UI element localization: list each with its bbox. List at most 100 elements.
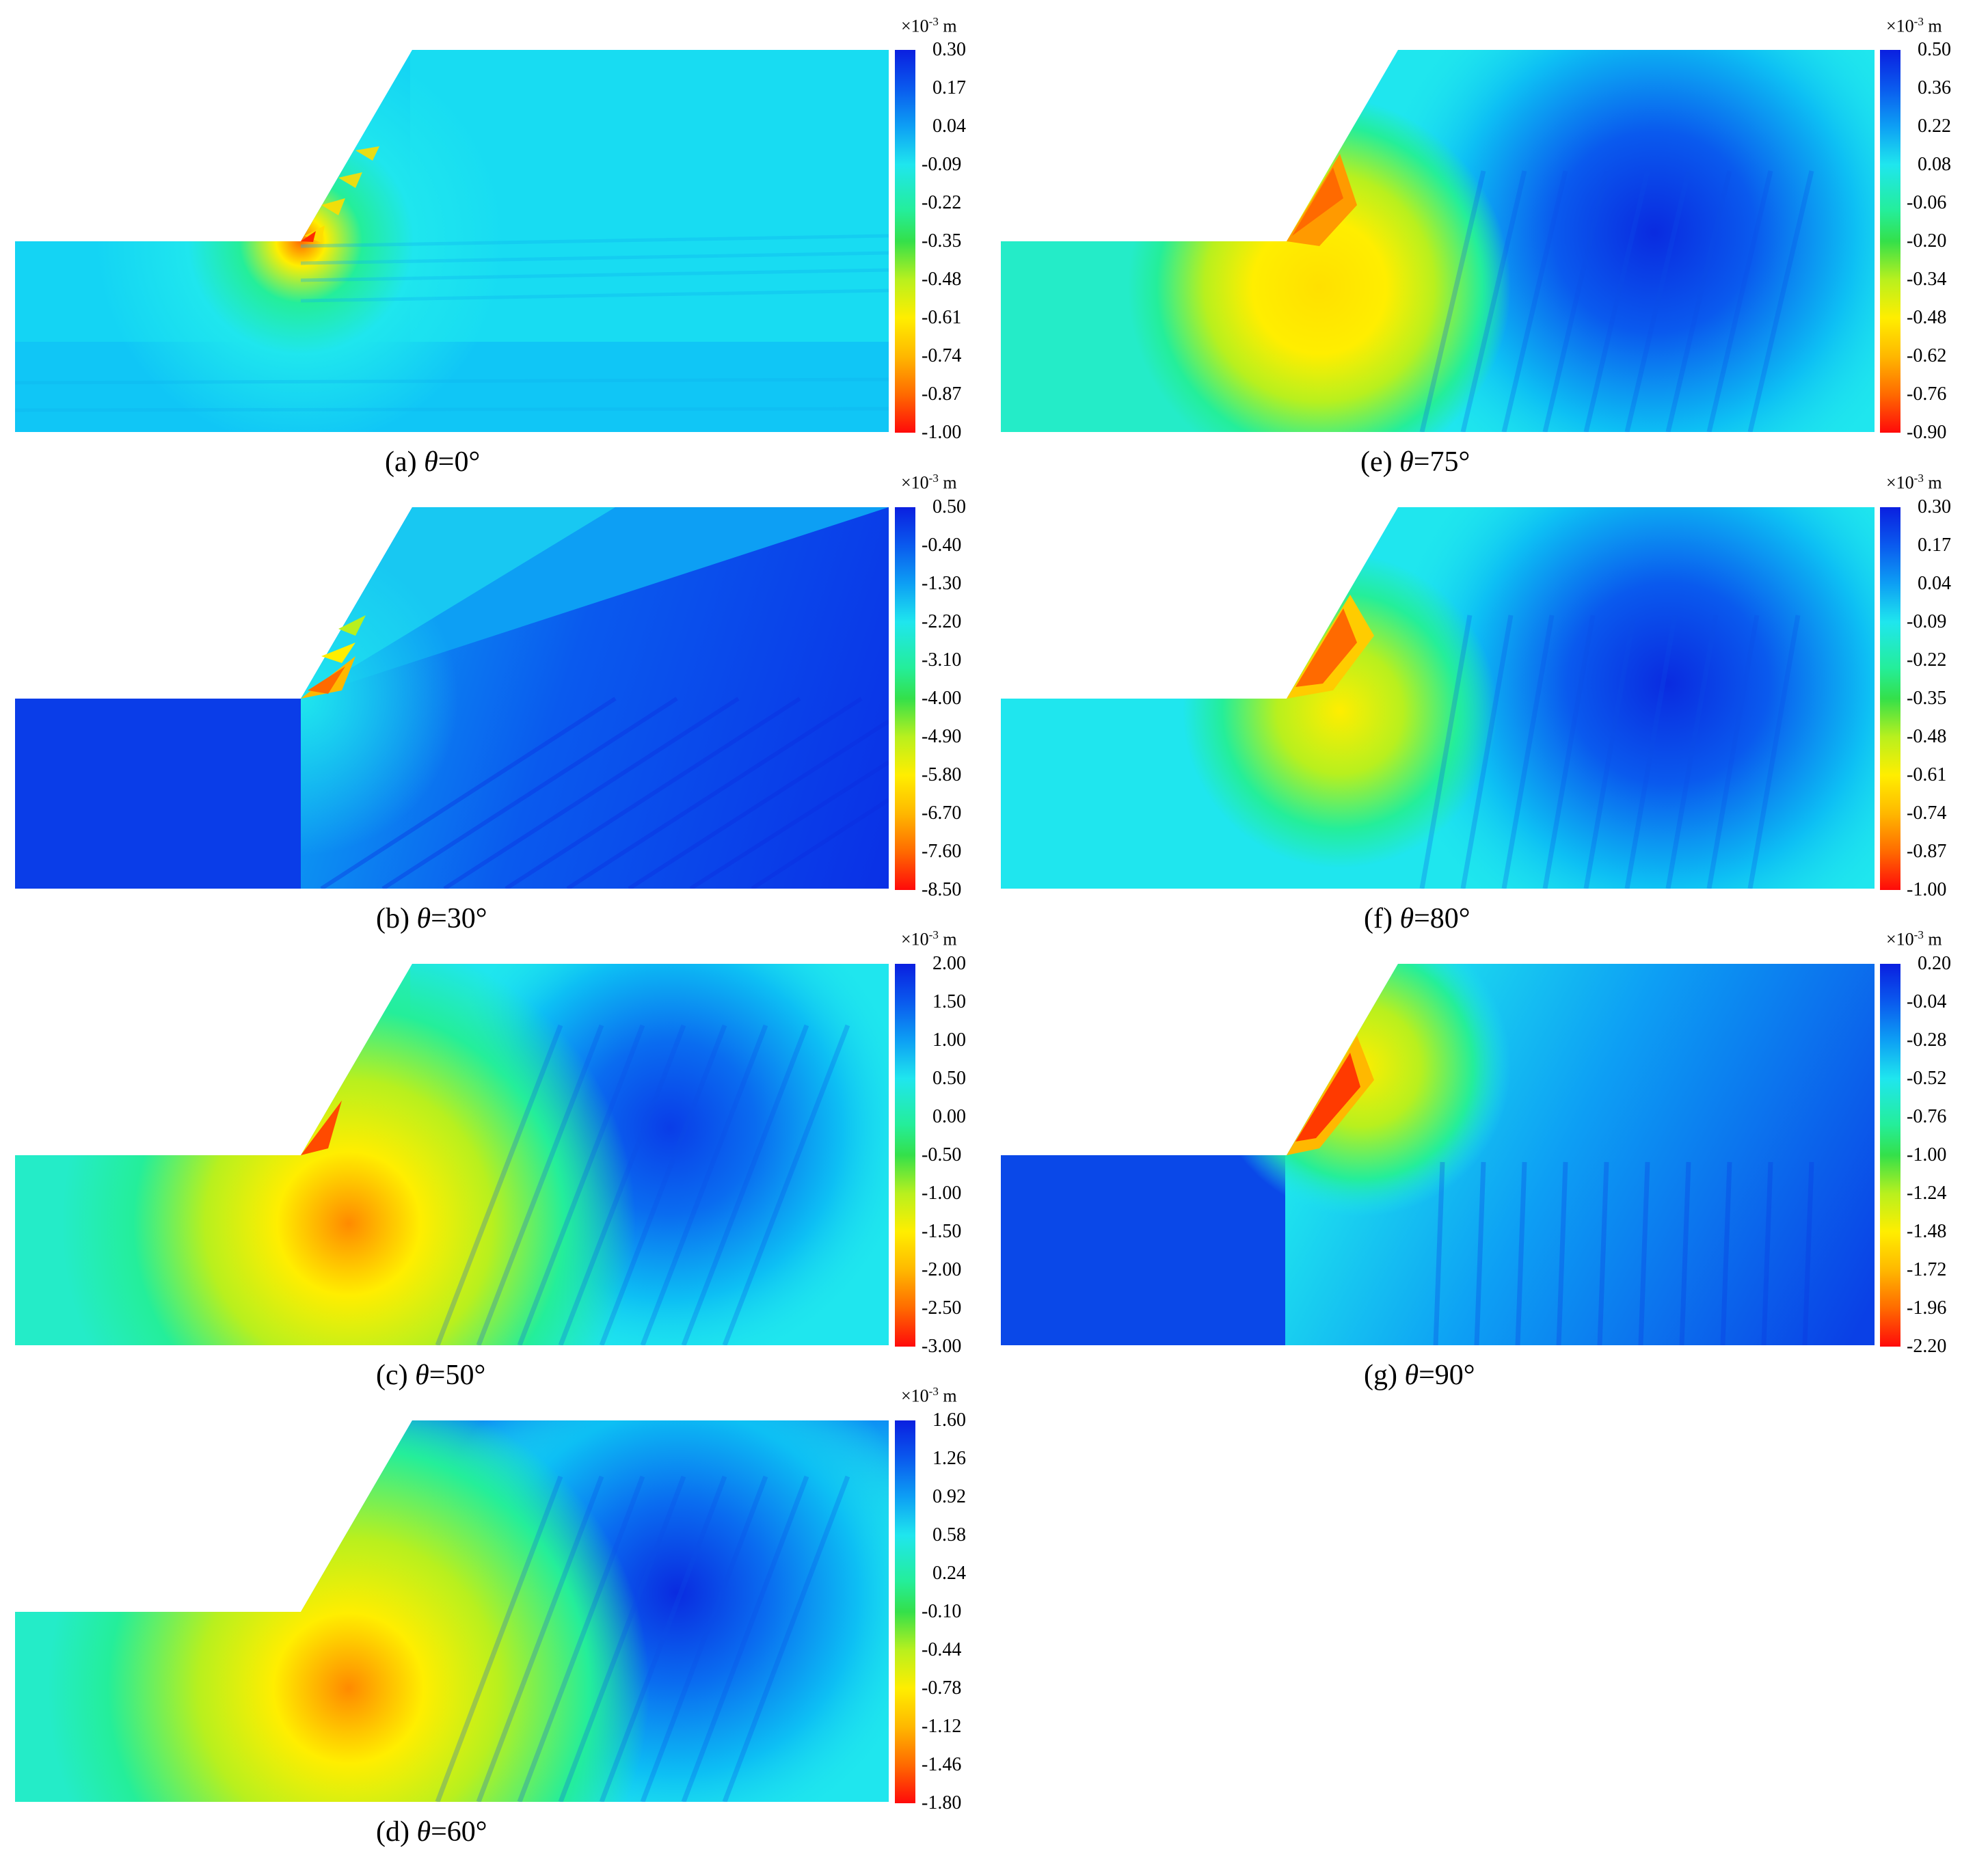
colorbar-tick-label: -5.80 <box>922 764 962 785</box>
colorbar-tick-label: -0.34 <box>1907 269 1947 290</box>
colorbar-tick-label: 0.30 <box>932 39 966 60</box>
colorbar-e <box>1880 50 1900 433</box>
caption-e: (e) θ=75° <box>1360 446 1470 478</box>
caption-c: (c) θ=50° <box>376 1360 486 1391</box>
caption-b: (b) θ=30° <box>376 903 487 934</box>
contour-plot-c <box>15 964 889 1345</box>
colorbar-tick-label: -1.46 <box>922 1754 962 1775</box>
colorbar-tick-label: 0.04 <box>1918 573 1951 594</box>
colorbar-tick-label: 2.00 <box>932 953 966 974</box>
caption-a: (a) θ=0° <box>385 446 481 478</box>
colorbar-tick-label: -0.87 <box>1907 841 1947 862</box>
colorbar-tick-label: -0.50 <box>922 1144 962 1165</box>
colorbar-tick-label: -8.50 <box>922 879 962 900</box>
colorbar-c <box>895 964 915 1347</box>
colorbar-tick-label: -2.20 <box>922 611 962 632</box>
colorbar-tick-label: 1.00 <box>932 1029 966 1051</box>
colorbar-tick-label: -4.90 <box>922 726 962 747</box>
colorbar-tick-label: -0.87 <box>922 383 962 405</box>
colorbar-tick-label: -0.35 <box>1907 688 1947 709</box>
colorbar-tick-label: 0.50 <box>932 1068 966 1089</box>
colorbar-tick-label: -0.28 <box>1907 1029 1947 1051</box>
colorbar-tick-label: -0.40 <box>922 535 962 556</box>
colorbar-tick-label: -0.06 <box>1907 192 1947 213</box>
colorbar-tick-label: 0.04 <box>932 116 966 137</box>
contour-plot-f <box>1001 507 1875 889</box>
colorbar-tick-label: -0.48 <box>1907 726 1947 747</box>
colorbar-unit-g: ×10-3 m <box>1886 928 1942 949</box>
colorbar-tick-label: -0.74 <box>1907 802 1947 824</box>
colorbar-tick-label: -0.90 <box>1907 422 1947 443</box>
colorbar-unit-a: ×10-3 m <box>901 15 957 36</box>
colorbar-tick-label: -1.80 <box>922 1792 962 1813</box>
colorbar-tick-label: 0.17 <box>1918 535 1951 556</box>
colorbar-tick-label: -1.00 <box>1907 879 1947 900</box>
colorbar-tick-label: 0.08 <box>1918 154 1951 175</box>
colorbar-tick-label: 1.26 <box>932 1448 966 1469</box>
colorbar-tick-label: 1.50 <box>932 991 966 1012</box>
colorbar-g <box>1880 964 1900 1347</box>
colorbar-tick-label: 0.00 <box>932 1106 966 1127</box>
colorbar-tick-label: -1.00 <box>1907 1144 1947 1165</box>
colorbar-tick-label: 0.20 <box>1918 953 1951 974</box>
colorbar-tick-label: 0.36 <box>1918 77 1951 98</box>
colorbar-b <box>895 507 915 890</box>
colorbar-tick-label: -0.22 <box>1907 649 1947 671</box>
colorbar-tick-label: -2.20 <box>1907 1336 1947 1357</box>
colorbar-tick-label: -1.00 <box>922 1183 962 1204</box>
caption-f: (f) θ=80° <box>1364 903 1470 934</box>
colorbar-tick-label: -0.61 <box>1907 764 1947 785</box>
colorbar-unit-e: ×10-3 m <box>1886 15 1942 36</box>
contour-plot-e <box>1001 50 1875 432</box>
colorbar-tick-label: -1.12 <box>922 1716 962 1737</box>
colorbar-tick-label: -3.00 <box>922 1336 962 1357</box>
colorbar-tick-label: -0.61 <box>922 307 962 328</box>
colorbar-tick-label: -2.50 <box>922 1297 962 1319</box>
colorbar-tick-label: -1.72 <box>1907 1259 1947 1280</box>
colorbar-tick-label: -0.09 <box>922 154 962 175</box>
colorbar-tick-label: -0.48 <box>1907 307 1947 328</box>
colorbar-tick-label: 0.24 <box>932 1563 966 1584</box>
colorbar-tick-label: 0.92 <box>932 1486 966 1507</box>
colorbar-tick-label: 0.22 <box>1918 116 1951 137</box>
colorbar-tick-label: -0.52 <box>1907 1068 1947 1089</box>
colorbar-tick-label: -0.20 <box>1907 230 1947 252</box>
colorbar-tick-label: -0.04 <box>1907 991 1947 1012</box>
contour-plot-b <box>15 507 889 889</box>
colorbar-tick-label: -0.09 <box>1907 611 1947 632</box>
colorbar-tick-label: 0.50 <box>1918 39 1951 60</box>
caption-d: (d) θ=60° <box>376 1816 487 1848</box>
colorbar-tick-label: 0.30 <box>1918 496 1951 517</box>
colorbar-tick-label: 0.17 <box>932 77 966 98</box>
colorbar-tick-label: 1.60 <box>932 1409 966 1431</box>
colorbar-tick-label: -0.35 <box>922 230 962 252</box>
colorbar-f <box>1880 507 1900 890</box>
colorbar-tick-label: -1.50 <box>922 1221 962 1242</box>
colorbar-tick-label: -1.30 <box>922 573 962 594</box>
colorbar-d <box>895 1420 915 1803</box>
colorbar-unit-c: ×10-3 m <box>901 928 957 949</box>
caption-g: (g) θ=90° <box>1364 1360 1475 1391</box>
colorbar-tick-label: -0.62 <box>1907 345 1947 366</box>
colorbar-unit-f: ×10-3 m <box>1886 472 1942 493</box>
colorbar-tick-label: -0.74 <box>922 345 962 366</box>
colorbar-tick-label: -0.44 <box>922 1639 962 1660</box>
colorbar-tick-label: -0.48 <box>922 269 962 290</box>
contour-plot-d <box>15 1420 889 1802</box>
colorbar-unit-d: ×10-3 m <box>901 1385 957 1406</box>
colorbar-tick-label: -1.48 <box>1907 1221 1947 1242</box>
contour-plot-g <box>1001 964 1875 1345</box>
contour-plot-a <box>15 50 889 432</box>
colorbar-tick-label: -2.00 <box>922 1259 962 1280</box>
colorbar-unit-b: ×10-3 m <box>901 472 957 493</box>
colorbar-tick-label: -0.76 <box>1907 383 1947 405</box>
colorbar-tick-label: -1.00 <box>922 422 962 443</box>
colorbar-tick-label: -0.76 <box>1907 1106 1947 1127</box>
colorbar-tick-label: -1.96 <box>1907 1297 1947 1319</box>
colorbar-tick-label: -0.78 <box>922 1677 962 1699</box>
colorbar-tick-label: -7.60 <box>922 841 962 862</box>
colorbar-tick-label: -0.22 <box>922 192 962 213</box>
colorbar-tick-label: -0.10 <box>922 1601 962 1622</box>
colorbar-tick-label: -1.24 <box>1907 1183 1947 1204</box>
colorbar-tick-label: -4.00 <box>922 688 962 709</box>
